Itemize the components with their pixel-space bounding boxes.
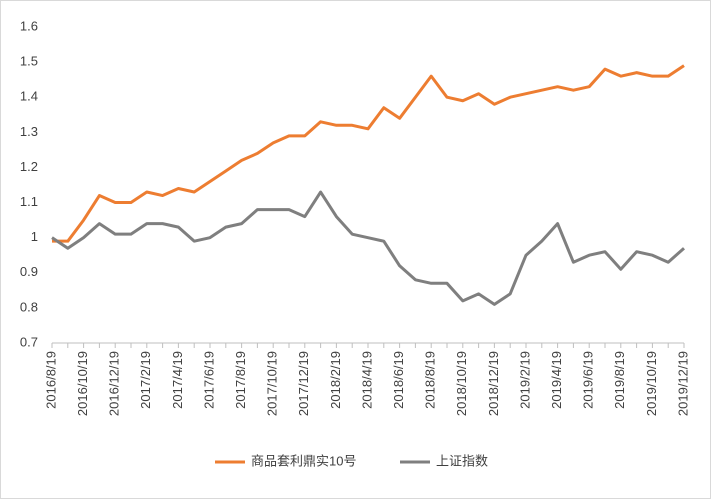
x-tick-label: 2018/6/19 — [391, 351, 406, 409]
x-tick-label: 2019/2/19 — [517, 351, 532, 409]
x-tick-label: 2016/12/19 — [107, 351, 122, 416]
y-tick-label: 1.1 — [20, 194, 38, 209]
x-tick-label: 2017/12/19 — [296, 351, 311, 416]
x-tick-label: 2019/8/19 — [612, 351, 627, 409]
x-tick-label: 2017/8/19 — [233, 351, 248, 409]
line-series — [52, 64, 685, 243]
y-tick-label: 0.9 — [20, 264, 38, 279]
legend-label: 商品套利鼎实10号 — [251, 453, 356, 468]
x-tick-label: 2019/6/19 — [581, 351, 596, 409]
x-tick-label: 2017/6/19 — [201, 351, 216, 409]
x-tick-label: 2018/10/19 — [454, 351, 469, 416]
x-tick-label: 2019/4/19 — [549, 351, 564, 409]
x-tick-label: 2018/2/19 — [328, 351, 343, 409]
x-tick-label: 2016/8/19 — [43, 351, 58, 409]
x-tick-label: 2019/12/19 — [675, 351, 690, 416]
y-tick-label: 1.5 — [20, 54, 38, 69]
x-tick-label: 2018/4/19 — [359, 351, 374, 409]
legend-label: 上证指数 — [436, 453, 488, 468]
y-tick-label: 1 — [31, 229, 38, 244]
x-tick-label: 2018/12/19 — [486, 351, 501, 416]
y-tick-label: 0.7 — [20, 334, 38, 349]
y-tick-label: 0.8 — [20, 299, 38, 314]
y-tick-label: 1.3 — [20, 124, 38, 139]
y-tick-label: 1.2 — [20, 159, 38, 174]
x-tick-label: 2017/10/19 — [265, 351, 280, 416]
x-tick-label: 2016/10/19 — [75, 351, 90, 416]
y-tick-label: 1.6 — [20, 18, 38, 33]
x-tick-label: 2017/4/19 — [170, 351, 185, 409]
x-tick-label: 2018/8/19 — [423, 351, 438, 409]
y-tick-label: 1.4 — [20, 89, 38, 104]
line-series — [51, 190, 685, 306]
x-tick-label: 2019/10/19 — [644, 351, 659, 416]
x-tick-label: 2017/2/19 — [138, 351, 153, 409]
